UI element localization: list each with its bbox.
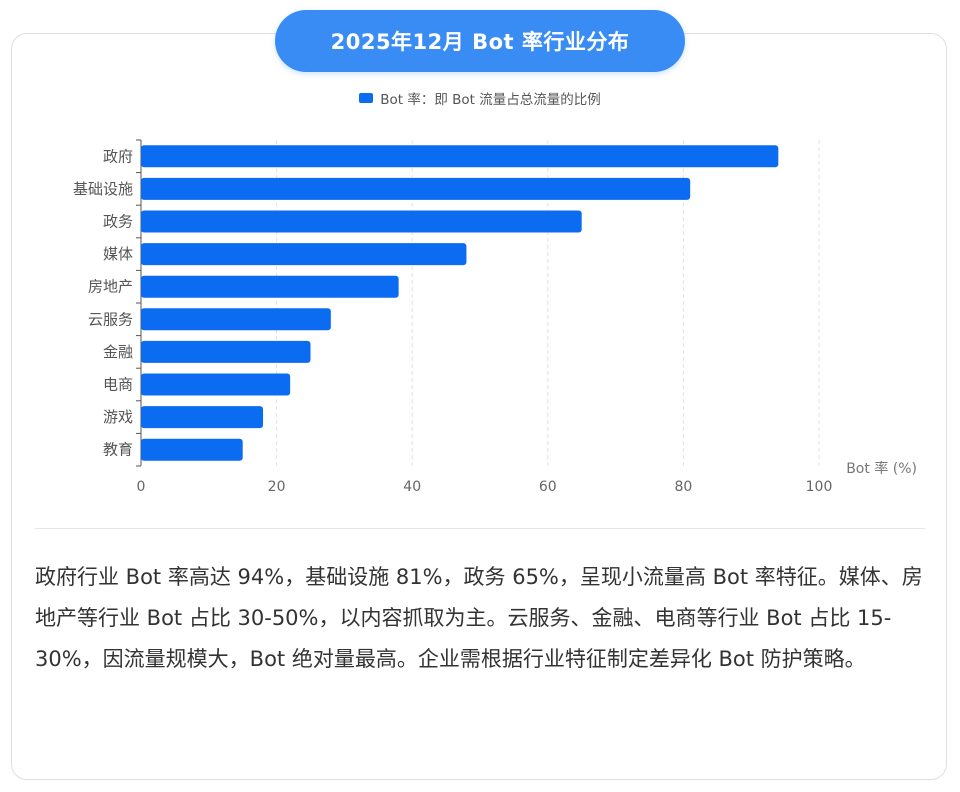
bar <box>141 340 311 363</box>
x-tick-label: 0 <box>137 479 146 495</box>
bar <box>141 373 291 396</box>
bar <box>141 145 779 168</box>
bar <box>141 308 331 331</box>
bar <box>141 177 691 200</box>
category-label: 教育 <box>103 441 133 459</box>
category-label: 基础设施 <box>73 180 133 198</box>
legend-swatch <box>359 93 374 103</box>
bar <box>141 243 467 266</box>
category-label: 政务 <box>103 213 133 231</box>
chart-title: 2025年12月 Bot 率行业分布 <box>275 10 685 72</box>
bar <box>141 406 264 429</box>
category-label: 媒体 <box>103 245 133 263</box>
bar <box>141 275 399 298</box>
category-label: 游戏 <box>103 408 133 426</box>
category-label: 电商 <box>103 376 133 394</box>
x-tick-label: 100 <box>806 479 833 495</box>
category-label: 金融 <box>103 343 133 361</box>
divider <box>35 528 925 529</box>
bar <box>141 210 582 233</box>
x-tick-label: 20 <box>268 479 286 495</box>
category-label: 云服务 <box>88 310 133 328</box>
x-tick-label: 60 <box>539 479 557 495</box>
category-label: 政府 <box>103 147 133 165</box>
chart-legend[interactable]: Bot 率：即 Bot 流量占总流量的比例 <box>0 88 960 108</box>
legend-label: Bot 率：即 Bot 流量占总流量的比例 <box>380 92 601 108</box>
category-label: 房地产 <box>88 278 133 296</box>
x-tick-label: 80 <box>674 479 692 495</box>
x-axis-title: Bot 率 (%) <box>846 460 917 477</box>
x-tick-label: 40 <box>403 479 421 495</box>
summary-text: 政府行业 Bot 率高达 94%，基础设施 81%，政务 65%，呈现小流量高 … <box>35 565 923 671</box>
bar <box>141 438 243 461</box>
